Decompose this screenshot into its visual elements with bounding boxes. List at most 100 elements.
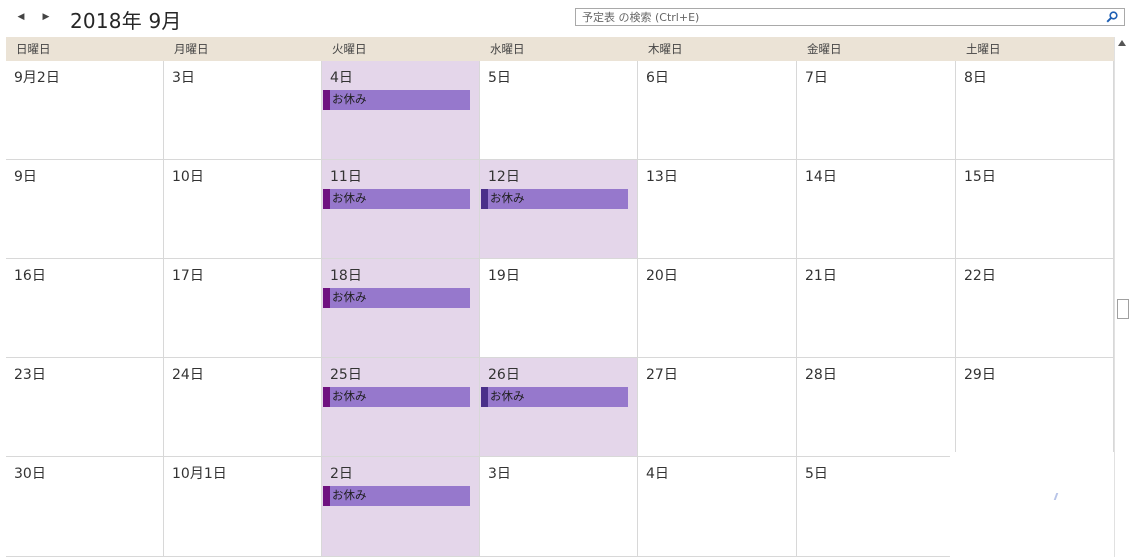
day-number: 11日 [330,169,362,185]
day-number: 9日 [14,169,37,185]
event-item[interactable]: お休み [323,288,470,308]
calendar-toolbar: ◀ ▶ 2018年 9月 [0,0,1129,37]
day-cell[interactable]: 24日 [164,358,322,457]
vertical-scrollbar[interactable] [1114,37,1129,557]
day-cell[interactable]: 4日 [638,457,797,557]
day-number: 24日 [172,367,204,383]
day-cell[interactable]: 22日 [956,259,1114,358]
event-item[interactable]: お休み [323,90,470,110]
event-item[interactable]: お休み [481,387,628,407]
day-cell[interactable]: 15日 [956,160,1114,259]
day-number: 17日 [172,268,204,284]
day-cell[interactable]: 29日 [956,358,1114,457]
day-number: 2日 [330,466,353,482]
day-number: 15日 [964,169,996,185]
event-title: お休み [332,92,367,106]
event-title: お休み [490,191,525,205]
day-cell[interactable]: 23日 [6,358,164,457]
day-number: 29日 [964,367,996,383]
search-input[interactable] [576,9,1102,25]
day-cell[interactable]: 6日 [638,61,797,160]
day-cell[interactable]: 8日 [956,61,1114,160]
event-item[interactable]: お休み [481,189,628,209]
day-cell[interactable]: 10日 [164,160,322,259]
chevron-right-icon[interactable]: ▶ [42,12,50,22]
day-number: 13日 [646,169,678,185]
day-cell[interactable]: 25日お休み [322,358,480,457]
day-cell[interactable]: 9日 [6,160,164,259]
calendar-search-box[interactable] [575,8,1125,26]
event-item[interactable]: お休み [323,387,470,407]
day-cell[interactable]: 30日 [6,457,164,557]
day-number: 8日 [964,70,987,86]
event-title: お休み [332,290,367,304]
day-number: 6日 [646,70,669,86]
day-cell[interactable]: 9月2日 [6,61,164,160]
weekday-label: 土曜日 [966,42,1001,56]
day-number: 4日 [646,466,669,482]
day-number: 4日 [330,70,353,86]
month-title: 2018年 9月 [70,9,182,33]
scroll-thumb[interactable] [1117,299,1129,319]
day-cell[interactable]: 27日 [638,358,797,457]
day-cell[interactable]: 14日 [797,160,956,259]
day-number: 9月2日 [14,70,60,86]
event-item[interactable]: お休み [323,486,470,506]
day-cell[interactable]: 3日 [480,457,638,557]
day-number: 12日 [488,169,520,185]
event-title: お休み [332,191,367,205]
event-title: お休み [490,389,525,403]
day-number: 14日 [805,169,837,185]
day-number: 20日 [646,268,678,284]
day-number: 26日 [488,367,520,383]
day-number: 23日 [14,367,46,383]
day-cell[interactable]: 18日 お休み [322,259,480,358]
day-number: 30日 [14,466,46,482]
day-number: 19日 [488,268,520,284]
weekday-label: 金曜日 [807,42,842,56]
day-number: 16日 [14,268,46,284]
day-number: 10月1日 [172,466,227,482]
search-icon[interactable] [1106,11,1118,23]
day-cell[interactable]: 4日お休み [322,61,480,160]
day-cell[interactable]: 13日 [638,160,797,259]
day-cell[interactable]: 5日 [480,61,638,160]
month-grid: 9月2日 3日 4日 お休み 5日 6日 7日 8日 9日 10日 11日 お休み 12日 お休み 13日 1… [6,61,1114,557]
weekday-label: 木曜日 [648,42,683,56]
day-number: 27日 [646,367,678,383]
event-item[interactable]: お休み [323,189,470,209]
day-cell[interactable]: 16日 [6,259,164,358]
scroll-up-arrow-icon[interactable] [1118,40,1126,46]
day-number: 3日 [488,466,511,482]
day-number: 5日 [488,70,511,86]
day-cell[interactable]: 21日 [797,259,956,358]
weekday-header: 日曜日 月曜日 火曜日 水曜日 木曜日 金曜日 土曜日 [6,37,1114,61]
day-cell[interactable]: 5日 [797,457,956,557]
day-number: 5日 [805,466,828,482]
day-cell[interactable]: 3日 [164,61,322,160]
day-number: 10日 [172,169,204,185]
day-cell[interactable]: 7日 [797,61,956,160]
day-cell[interactable]: 12日お休み [480,160,638,259]
event-title: お休み [332,488,367,502]
day-cell[interactable]: 11日お休み [322,160,480,259]
weekday-label: 火曜日 [332,42,367,56]
day-number: 22日 [964,268,996,284]
day-cell[interactable]: 10月1日 [164,457,322,557]
day-cell[interactable]: 28日 [797,358,956,457]
day-number: 7日 [805,70,828,86]
day-number: 3日 [172,70,195,86]
blank-overlay [950,452,1114,557]
day-number: 28日 [805,367,837,383]
chevron-left-icon[interactable]: ◀ [17,12,25,22]
day-cell[interactable]: 2日お休み [322,457,480,557]
day-cell[interactable]: 20日 [638,259,797,358]
day-cell[interactable]: 19日 [480,259,638,358]
day-number: 25日 [330,367,362,383]
event-title: お休み [332,389,367,403]
day-cell[interactable]: 26日お休み [480,358,638,457]
weekday-label: 月曜日 [174,42,209,56]
weekday-label: 水曜日 [490,42,525,56]
day-cell[interactable]: 17日 [164,259,322,358]
day-number: 21日 [805,268,837,284]
